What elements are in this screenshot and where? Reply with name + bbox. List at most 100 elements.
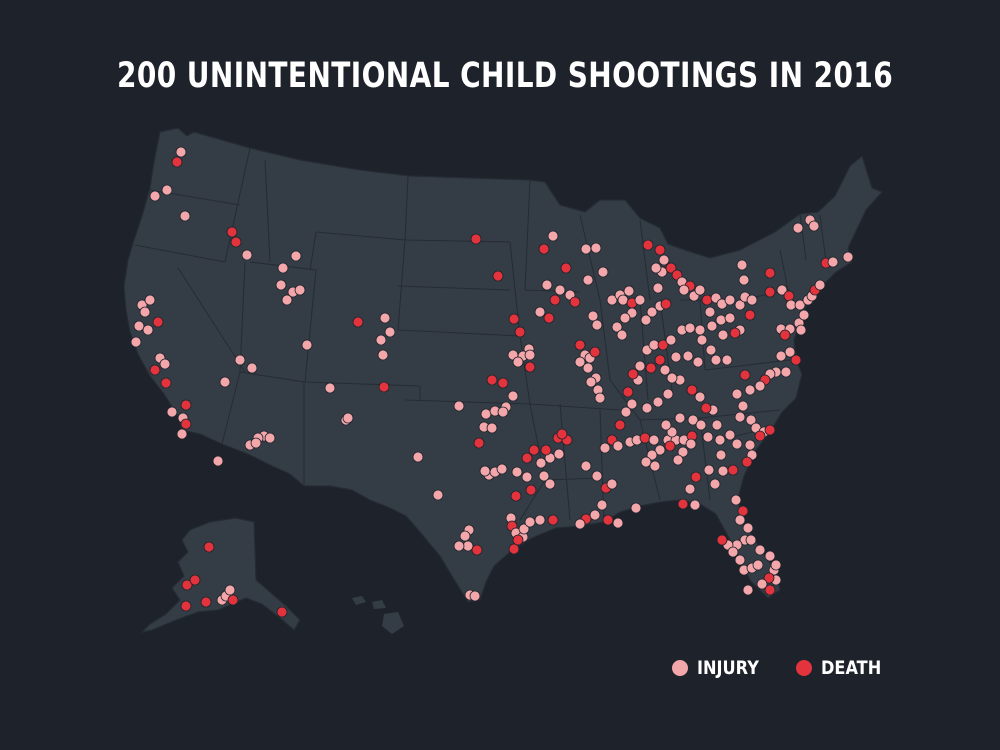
injury-marker (597, 266, 609, 278)
injury-marker (784, 346, 796, 358)
death-marker (654, 244, 666, 256)
injury-marker (640, 314, 652, 326)
injury-marker (724, 294, 736, 306)
injury-marker (734, 299, 746, 311)
death-marker (508, 313, 520, 325)
injury-marker (281, 294, 293, 306)
island-chain (352, 596, 404, 634)
death-marker (754, 430, 766, 442)
injury-marker (534, 514, 546, 526)
death-marker (549, 294, 561, 306)
injury-marker (702, 431, 714, 443)
injury-marker (264, 432, 276, 444)
injury-marker (507, 390, 519, 402)
injury-marker (734, 514, 746, 526)
death-marker (543, 312, 555, 324)
injury-marker (294, 284, 306, 296)
injury-marker (142, 324, 154, 336)
injury-marker (705, 344, 717, 356)
injury-marker (149, 190, 161, 202)
death-marker (560, 262, 572, 274)
injury-marker (694, 324, 706, 336)
injury-marker (518, 523, 530, 535)
injury-marker (677, 446, 689, 458)
legend: INJURY DEATH (672, 657, 918, 679)
injury-marker (250, 437, 262, 449)
injury-marker (521, 471, 533, 483)
injury-marker (582, 362, 594, 374)
death-marker (149, 364, 161, 376)
injury-marker (792, 222, 804, 234)
injury-marker (590, 242, 602, 254)
injury-marker (486, 422, 498, 434)
death-marker (716, 534, 728, 546)
injury-marker (814, 279, 826, 291)
legend-label-injury: INJURY (697, 657, 759, 679)
death-marker (737, 505, 749, 517)
death-marker (790, 354, 802, 366)
death-marker (226, 226, 238, 238)
death-marker (512, 534, 524, 546)
legend-label-death: DEATH (820, 657, 882, 679)
injury-marker (654, 444, 666, 456)
injury-marker (689, 499, 701, 511)
injury-marker (650, 262, 662, 274)
death-marker (700, 402, 712, 414)
injury-marker (524, 516, 536, 528)
injury-marker (246, 362, 258, 374)
injury-marker (479, 465, 491, 477)
injury-marker (641, 402, 653, 414)
injury-marker (695, 419, 707, 431)
death-marker (556, 428, 568, 440)
death-marker (690, 471, 702, 483)
injury-marker (166, 406, 178, 418)
injury-marker (660, 419, 672, 431)
injury-marker (684, 483, 696, 495)
death-marker (589, 346, 601, 358)
injury-marker (742, 584, 754, 596)
injury-marker (662, 388, 674, 400)
injury-marker (469, 590, 481, 602)
injury-marker (634, 294, 646, 306)
injury-marker (678, 284, 690, 296)
injury-marker (582, 274, 594, 286)
death-marker (528, 444, 540, 456)
map-title: 200 UNINTENTIONAL CHILD SHOOTINGS IN 201… (117, 56, 894, 96)
death-marker (622, 386, 634, 398)
death-marker (569, 296, 581, 308)
death-marker (654, 354, 666, 366)
death-marker (540, 444, 552, 456)
injury-marker (649, 460, 661, 472)
injury-marker (596, 499, 608, 511)
injury-marker (770, 559, 782, 571)
injury-marker (480, 408, 492, 420)
death-marker (686, 384, 698, 396)
injury-marker (780, 366, 792, 378)
incident-markers (130, 146, 854, 618)
injury-marker (574, 356, 586, 368)
injury-marker (375, 334, 387, 346)
death-marker (352, 316, 364, 328)
injury-marker (717, 465, 729, 477)
injury-marker (234, 354, 246, 366)
injury-marker (377, 349, 389, 361)
injury-marker (682, 350, 694, 362)
injury-marker (275, 279, 287, 291)
death-marker (538, 243, 550, 255)
injury-marker (290, 250, 302, 262)
injury-marker (744, 439, 756, 451)
injury-marker (541, 279, 553, 291)
injury-marker (524, 349, 536, 361)
injury-marker (587, 310, 599, 322)
injury-marker (674, 412, 686, 424)
injury-marker (580, 460, 592, 472)
injury-marker (626, 398, 638, 410)
injury-marker (580, 243, 592, 255)
injury-marker (497, 406, 509, 418)
death-marker (764, 267, 776, 279)
death-marker (639, 432, 651, 444)
injury-marker (808, 220, 820, 232)
injury-dot-icon (672, 660, 688, 676)
injury-marker (715, 449, 727, 461)
